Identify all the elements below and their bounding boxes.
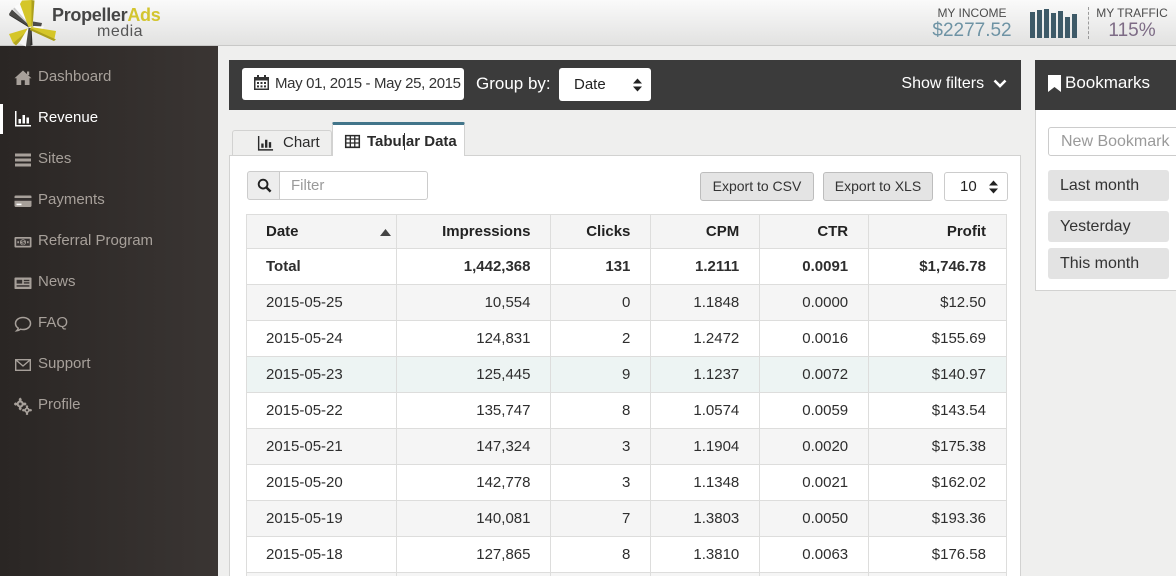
- svg-text:$: $: [21, 239, 25, 246]
